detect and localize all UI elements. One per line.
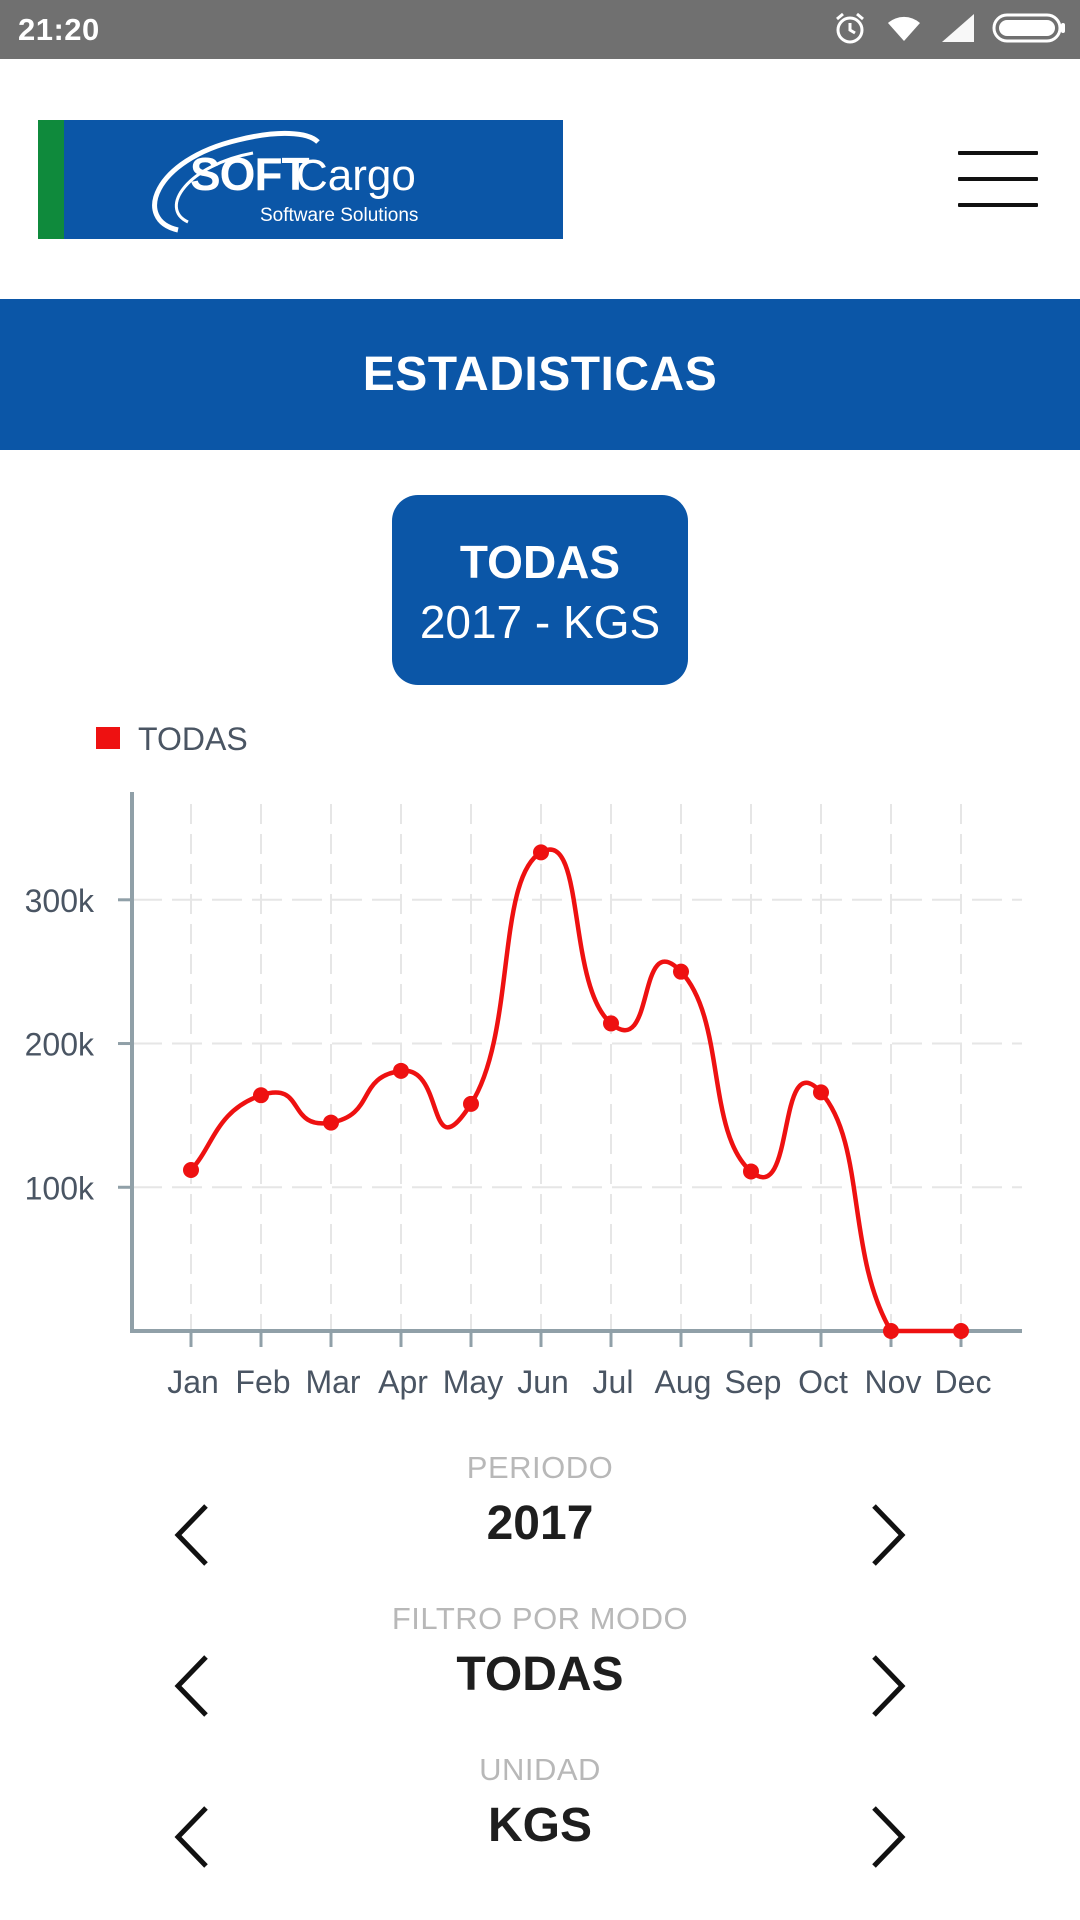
line-chart: TODAS 100k 200k 300k Jan Feb Mar Apr May Jun Jul Au… bbox=[25, 721, 1022, 1400]
data-point bbox=[743, 1163, 759, 1180]
summary-mode: TODAS bbox=[459, 536, 621, 588]
x-tick-label: Aug bbox=[655, 1364, 712, 1400]
data-point bbox=[253, 1087, 269, 1104]
data-point bbox=[393, 1062, 409, 1079]
softcargo-logo: SOFT Cargo Software Solutions bbox=[38, 120, 563, 239]
data-point bbox=[813, 1084, 829, 1101]
page-title: ESTADISTICAS bbox=[362, 348, 718, 401]
hamburger-menu-icon[interactable] bbox=[958, 151, 1038, 211]
y-tick-label: 100k bbox=[25, 1170, 95, 1206]
modo-selector: FILTRO POR MODO TODAS bbox=[0, 1601, 1080, 1741]
data-point bbox=[533, 844, 549, 861]
unidad-prev-chevron-icon[interactable] bbox=[166, 1802, 226, 1872]
data-point bbox=[463, 1095, 479, 1112]
x-tick-label: Jun bbox=[517, 1364, 569, 1400]
unidad-label: UNIDAD bbox=[479, 1752, 601, 1787]
app-header: SOFT Cargo Software Solutions bbox=[0, 59, 1080, 299]
modo-label: FILTRO POR MODO bbox=[391, 1601, 689, 1636]
modo-prev-chevron-icon[interactable] bbox=[166, 1651, 226, 1721]
data-point bbox=[323, 1114, 339, 1131]
x-tick-label: Jan bbox=[167, 1364, 219, 1400]
data-point bbox=[953, 1323, 969, 1339]
unidad-value: KGS bbox=[487, 1799, 592, 1852]
periodo-label: PERIODO bbox=[466, 1450, 614, 1485]
x-tick-label: Nov bbox=[865, 1364, 922, 1400]
series-line bbox=[189, 847, 961, 1334]
periodo-next-chevron-icon[interactable] bbox=[854, 1500, 914, 1570]
status-time: 21:20 bbox=[18, 12, 100, 47]
x-tick-label: Sep bbox=[725, 1364, 782, 1400]
periodo-prev-chevron-icon[interactable] bbox=[166, 1500, 226, 1570]
x-tick-label: May bbox=[443, 1364, 503, 1400]
legend-label: TODAS bbox=[138, 721, 248, 757]
periodo-value: 2017 bbox=[486, 1497, 594, 1550]
x-tick-label: Jul bbox=[593, 1364, 634, 1400]
data-point bbox=[883, 1323, 899, 1339]
x-tick-label: Apr bbox=[378, 1364, 428, 1400]
svg-text:SOFT: SOFT bbox=[190, 148, 310, 200]
data-point bbox=[603, 1015, 619, 1032]
data-point bbox=[183, 1162, 199, 1179]
unidad-next-chevron-icon[interactable] bbox=[854, 1802, 914, 1872]
svg-text:Cargo: Cargo bbox=[296, 151, 416, 200]
unidad-selector: UNIDAD KGS bbox=[0, 1752, 1080, 1892]
periodo-selector: PERIODO 2017 bbox=[0, 1450, 1080, 1590]
legend-swatch bbox=[96, 727, 120, 749]
menu-line bbox=[958, 177, 1038, 181]
y-tick-label: 200k bbox=[25, 1027, 95, 1063]
menu-line bbox=[958, 151, 1038, 155]
logo-stripe bbox=[38, 120, 64, 239]
x-tick-label: Mar bbox=[305, 1364, 360, 1400]
summary-subtitle: 2017 - KGS bbox=[419, 596, 661, 648]
y-tick-label: 300k bbox=[25, 883, 95, 919]
summary-badge: TODAS 2017 - KGS bbox=[392, 495, 688, 685]
modo-value: TODAS bbox=[456, 1648, 624, 1701]
signal-icon bbox=[940, 12, 976, 49]
menu-line bbox=[958, 203, 1038, 207]
battery-icon bbox=[992, 12, 1066, 49]
logo-graphic: SOFT Cargo Software Solutions bbox=[152, 131, 418, 233]
x-tick-label: Feb bbox=[235, 1364, 290, 1400]
x-tick-label: Dec bbox=[935, 1364, 992, 1400]
data-point bbox=[673, 963, 689, 980]
status-icons bbox=[832, 10, 1066, 50]
svg-text:Software Solutions: Software Solutions bbox=[260, 205, 418, 226]
title-banner: ESTADISTICAS bbox=[0, 299, 1080, 450]
alarm-icon bbox=[832, 10, 868, 51]
modo-next-chevron-icon[interactable] bbox=[854, 1651, 914, 1721]
x-tick-label: Oct bbox=[798, 1364, 848, 1400]
wifi-icon bbox=[884, 11, 924, 50]
status-bar: 21:20 bbox=[0, 0, 1080, 59]
